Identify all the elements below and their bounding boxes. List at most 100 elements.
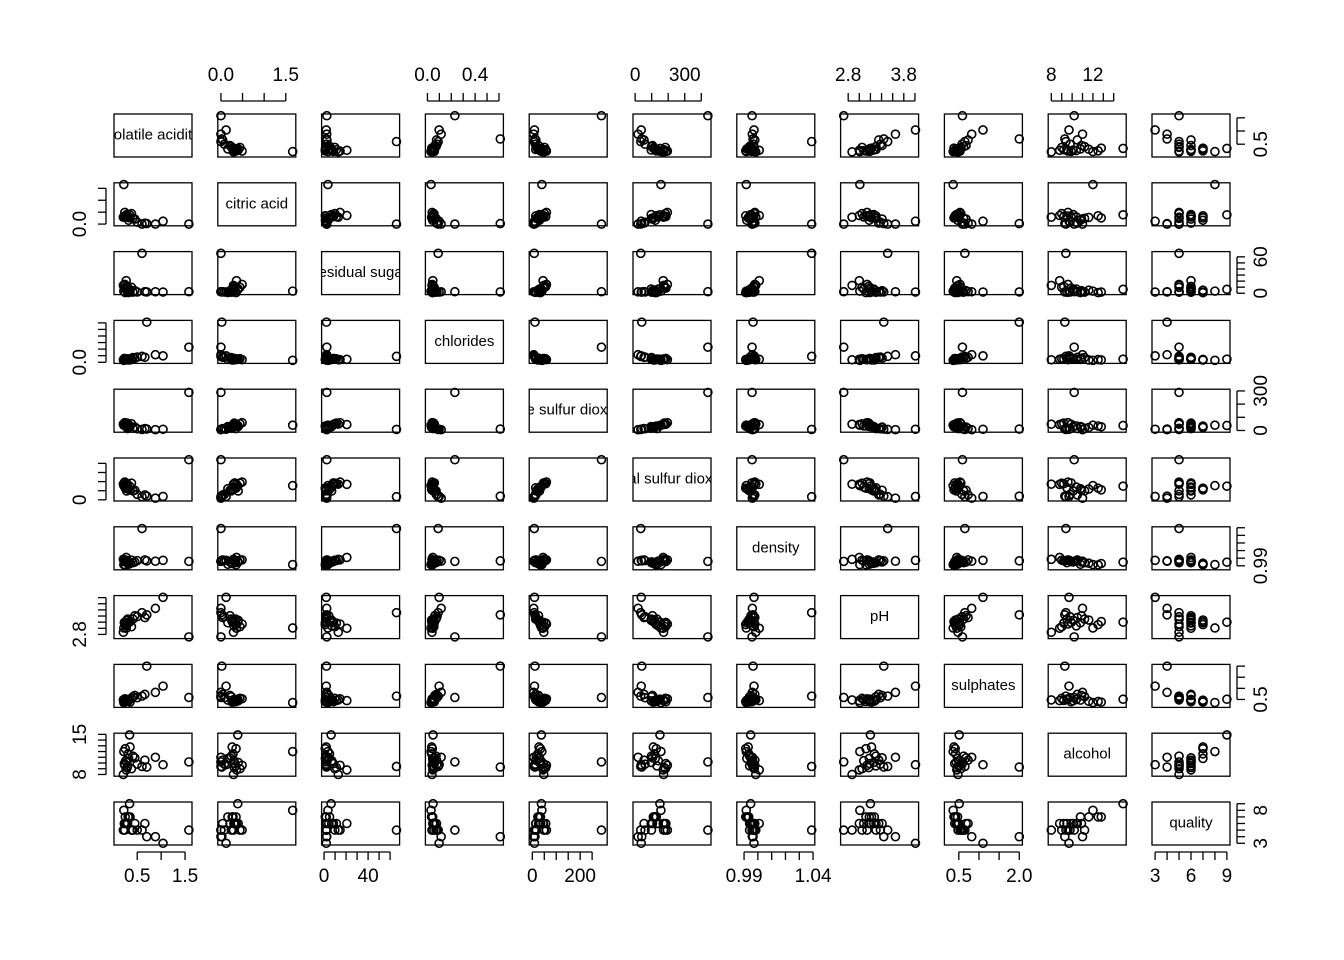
panel: [113, 182, 193, 227]
tick-label: 0.0: [70, 211, 91, 237]
point: [323, 818, 334, 829]
panel: [632, 319, 712, 365]
point: [747, 219, 757, 229]
panel: [1151, 663, 1231, 709]
point: [1186, 695, 1196, 706]
point: [961, 422, 971, 432]
point: [1150, 287, 1160, 297]
point: [910, 555, 921, 566]
point: [158, 555, 168, 566]
point: [636, 831, 647, 842]
point: [184, 219, 194, 229]
point: [1210, 623, 1220, 633]
point: [122, 281, 132, 292]
point: [957, 286, 968, 297]
point: [342, 623, 352, 634]
point: [873, 818, 884, 829]
point: [910, 125, 921, 135]
point: [1096, 812, 1107, 822]
panel: [736, 319, 816, 365]
point: [847, 280, 857, 291]
point: [158, 759, 168, 770]
panel: [528, 457, 608, 502]
point: [1198, 354, 1208, 365]
point: [865, 798, 876, 809]
point: [660, 763, 671, 774]
point: [1056, 478, 1067, 488]
point: [954, 617, 965, 627]
tick-label: 0: [630, 65, 641, 86]
point: [216, 286, 226, 297]
point: [865, 730, 876, 740]
point: [434, 838, 444, 849]
point: [287, 559, 298, 570]
point: [450, 110, 460, 121]
point: [861, 743, 871, 754]
point: [434, 555, 444, 566]
point: [140, 689, 150, 700]
point: [857, 282, 867, 293]
tick-label: 8: [1251, 805, 1272, 816]
point: [1046, 479, 1057, 489]
point: [141, 317, 152, 327]
point: [1174, 632, 1184, 642]
point: [636, 351, 647, 361]
panel: [1047, 526, 1127, 571]
point: [806, 825, 817, 835]
panel: [1047, 388, 1127, 433]
tick-label: 9: [1222, 866, 1233, 887]
panel: [943, 594, 1024, 640]
panel: [943, 801, 1024, 846]
point: [1046, 554, 1057, 565]
point: [1083, 696, 1094, 707]
point: [1162, 134, 1172, 144]
panel: [528, 526, 608, 571]
point: [1072, 689, 1083, 700]
point: [229, 762, 240, 773]
point: [287, 420, 298, 431]
point: [890, 349, 901, 360]
variable-label: quality: [1169, 814, 1213, 831]
point: [1174, 208, 1184, 219]
point: [141, 609, 152, 620]
point: [326, 481, 336, 491]
panel: [320, 388, 401, 433]
point: [745, 798, 756, 809]
point: [1222, 209, 1232, 220]
point: [1077, 687, 1088, 698]
panel: [424, 388, 505, 433]
panel: [217, 526, 297, 571]
point: [956, 621, 966, 632]
point: [158, 351, 168, 361]
point: [1014, 491, 1025, 501]
point: [1014, 762, 1025, 772]
point: [391, 424, 402, 435]
tick-label: 0: [1251, 288, 1272, 299]
point: [434, 424, 444, 435]
panel: [1151, 319, 1231, 365]
point: [322, 757, 332, 767]
point: [957, 454, 968, 465]
point: [1064, 681, 1074, 691]
point: [966, 556, 977, 567]
point: [128, 751, 138, 761]
point: [231, 812, 241, 822]
point: [1186, 140, 1196, 151]
point: [536, 209, 547, 220]
point: [333, 695, 344, 705]
point: [539, 769, 549, 780]
point: [890, 687, 901, 698]
point: [806, 351, 817, 362]
variable-label: volatile acidity: [106, 126, 200, 143]
point: [1069, 110, 1079, 121]
point: [450, 825, 460, 835]
point: [953, 280, 963, 291]
point: [957, 110, 968, 121]
point: [1222, 143, 1232, 154]
point: [1069, 219, 1079, 229]
point: [1076, 140, 1087, 151]
point: [1174, 136, 1184, 147]
point: [865, 209, 876, 220]
point: [877, 485, 887, 496]
point: [235, 555, 245, 565]
